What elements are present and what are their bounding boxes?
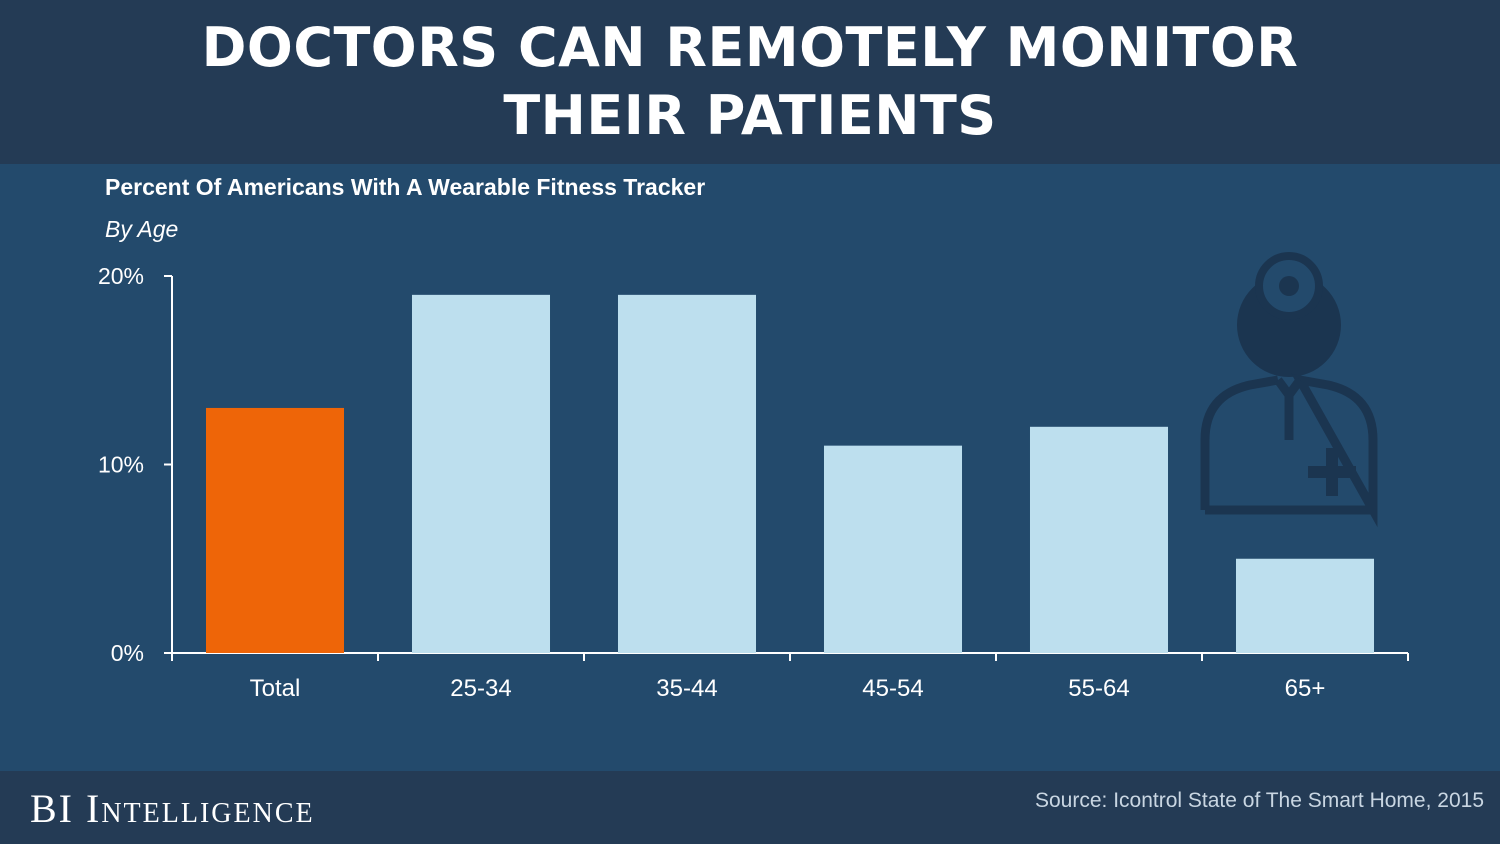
- y-tick-label: 10%: [98, 452, 144, 478]
- brand-logo: BI Intelligence: [30, 786, 315, 831]
- x-tick-label: 45-54: [862, 675, 923, 702]
- x-tick-label: 55-64: [1068, 675, 1129, 702]
- page-title: DOCTORS CAN REMOTELY MONITOR THEIR PATIE…: [201, 16, 1299, 147]
- bar-45-54: [823, 445, 963, 653]
- header-banner: DOCTORS CAN REMOTELY MONITOR THEIR PATIE…: [0, 0, 1500, 164]
- footer-bar: BI Intelligence Source: Icontrol State o…: [0, 771, 1500, 844]
- bar-25-34: [411, 294, 551, 653]
- x-tick-label: 25-34: [450, 675, 511, 702]
- bar-55-64: [1029, 426, 1169, 653]
- x-tick-label: 65+: [1285, 675, 1326, 702]
- x-tick-label: Total: [250, 675, 301, 702]
- source-note: Source: Icontrol State of The Smart Home…: [1034, 789, 1484, 812]
- bar-total: [205, 407, 345, 653]
- x-tick-label: 35-44: [656, 675, 717, 702]
- doctor-icon: [1200, 252, 1378, 528]
- chart-title: Percent Of Americans With A Wearable Fit…: [105, 174, 706, 200]
- bar-35-44: [617, 294, 757, 653]
- y-tick-label: 0%: [111, 640, 144, 666]
- bar-65-: [1235, 558, 1375, 653]
- chart-subtitle: By Age: [105, 216, 179, 242]
- y-tick-label: 20%: [98, 263, 144, 289]
